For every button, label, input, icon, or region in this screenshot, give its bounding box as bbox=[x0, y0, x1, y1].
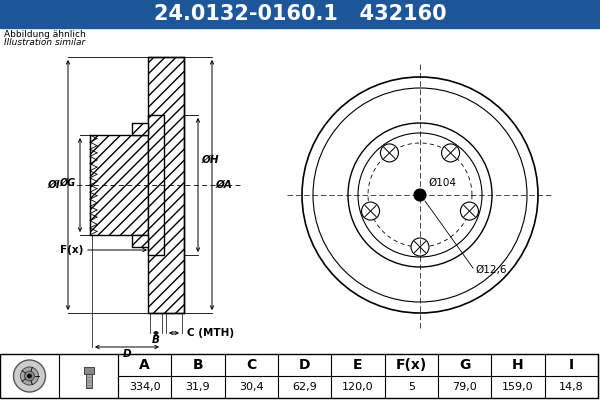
Circle shape bbox=[28, 374, 32, 378]
Text: Abbildung ähnlich: Abbildung ähnlich bbox=[4, 30, 86, 39]
Circle shape bbox=[358, 133, 482, 257]
Bar bbox=[148, 115, 164, 255]
Circle shape bbox=[25, 371, 35, 381]
Text: D: D bbox=[299, 358, 310, 372]
Text: Ø12,6: Ø12,6 bbox=[475, 265, 506, 275]
Circle shape bbox=[313, 88, 527, 302]
Text: H: H bbox=[512, 358, 524, 372]
Circle shape bbox=[348, 123, 492, 267]
Bar bbox=[0, 28, 600, 354]
Text: 79,0: 79,0 bbox=[452, 382, 477, 392]
Text: C (MTH): C (MTH) bbox=[187, 328, 234, 338]
Text: Ø104: Ø104 bbox=[428, 178, 456, 188]
Text: F(x): F(x) bbox=[396, 358, 427, 372]
Circle shape bbox=[460, 202, 478, 220]
Text: 62,9: 62,9 bbox=[292, 382, 317, 392]
Text: A: A bbox=[139, 358, 150, 372]
Text: Illustration similar: Illustration similar bbox=[4, 38, 85, 47]
Text: ØH: ØH bbox=[201, 155, 218, 165]
Bar bbox=[148, 57, 184, 313]
Text: ØI: ØI bbox=[47, 180, 60, 190]
Text: C: C bbox=[246, 358, 256, 372]
Bar bbox=[90, 135, 148, 235]
Circle shape bbox=[20, 367, 38, 385]
Circle shape bbox=[14, 360, 46, 392]
Text: ØE: ØE bbox=[119, 178, 134, 188]
Bar bbox=[0, 0, 600, 28]
Text: 159,0: 159,0 bbox=[502, 382, 534, 392]
Text: 334,0: 334,0 bbox=[129, 382, 160, 392]
Circle shape bbox=[362, 202, 380, 220]
Bar bbox=[148, 57, 184, 313]
Text: 14,8: 14,8 bbox=[559, 382, 584, 392]
Circle shape bbox=[302, 77, 538, 313]
Bar bbox=[83, 367, 94, 374]
Bar bbox=[132, 235, 148, 247]
Text: 24.0132-0160.1   432160: 24.0132-0160.1 432160 bbox=[154, 4, 446, 24]
Text: 31,9: 31,9 bbox=[185, 382, 211, 392]
Circle shape bbox=[380, 144, 398, 162]
Circle shape bbox=[411, 238, 429, 256]
Text: I: I bbox=[569, 358, 574, 372]
Text: D: D bbox=[122, 349, 131, 359]
Circle shape bbox=[442, 144, 460, 162]
Text: E: E bbox=[353, 358, 363, 372]
Bar bbox=[132, 235, 148, 247]
Bar bbox=[90, 135, 148, 235]
Bar bbox=[86, 374, 91, 388]
Text: 5: 5 bbox=[408, 382, 415, 392]
Circle shape bbox=[414, 189, 426, 201]
Text: 120,0: 120,0 bbox=[342, 382, 374, 392]
Text: B: B bbox=[193, 358, 203, 372]
Bar bbox=[132, 123, 148, 135]
Bar bbox=[0, 354, 598, 398]
Text: G: G bbox=[459, 358, 470, 372]
Bar bbox=[132, 123, 148, 135]
Text: F(x): F(x) bbox=[60, 245, 83, 255]
Text: ØA: ØA bbox=[215, 180, 232, 190]
Text: ØG: ØG bbox=[60, 178, 76, 188]
Text: B: B bbox=[152, 335, 160, 345]
Bar bbox=[148, 115, 164, 255]
Text: 30,4: 30,4 bbox=[239, 382, 263, 392]
